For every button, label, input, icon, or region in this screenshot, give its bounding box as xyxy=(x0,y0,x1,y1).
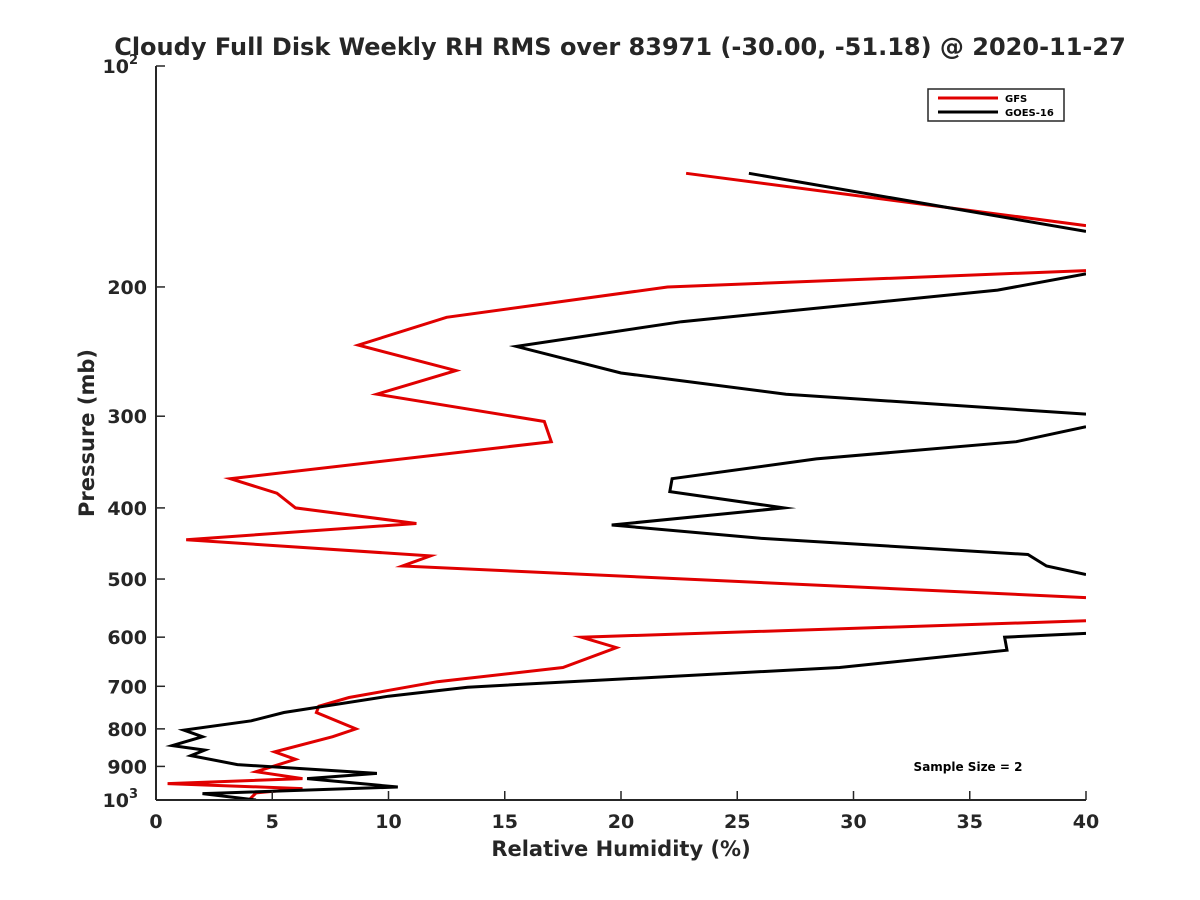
x-tick-label: 25 xyxy=(724,811,750,833)
x-tick-label: 5 xyxy=(266,811,279,833)
x-tick-label: 15 xyxy=(492,811,518,833)
x-tick-label: 40 xyxy=(1073,811,1099,833)
series-group xyxy=(165,171,1086,800)
y-tick-label: 200 xyxy=(107,277,147,299)
legend: GFS GOES-16 xyxy=(927,88,1065,122)
series-line-gfs xyxy=(167,171,1086,800)
sample-size-annotation: Sample Size = 2 xyxy=(914,760,1023,774)
x-tick-label: 35 xyxy=(957,811,983,833)
x-tick-label: 30 xyxy=(840,811,866,833)
y-tick-label: 600 xyxy=(107,627,147,649)
y-tick-label: 103 xyxy=(103,787,139,812)
x-tick-label: 0 xyxy=(149,811,162,833)
y-tick-label: 700 xyxy=(107,676,147,698)
y-tick-label: 800 xyxy=(107,719,147,741)
y-axis-label: Pressure (mb) xyxy=(75,349,99,517)
chart-title: Cloudy Full Disk Weekly RH RMS over 8397… xyxy=(114,33,1126,61)
legend-box xyxy=(927,88,1065,122)
legend-label: GFS xyxy=(1005,94,1027,105)
legend-label: GOES-16 xyxy=(1005,108,1054,119)
y-tick-label: 900 xyxy=(107,756,147,778)
x-tick-label: 10 xyxy=(375,811,401,833)
y-tick-label: 500 xyxy=(107,569,147,591)
x-axis-label: Relative Humidity (%) xyxy=(491,837,750,861)
axes-group: 0 5 10 15 20 25 30 35 40 102 200 300 400 500 600 700 800… xyxy=(103,53,1100,833)
y-tick-label: 102 xyxy=(103,53,139,78)
y-tick-label: 400 xyxy=(107,498,147,520)
series-line-goes-16 xyxy=(165,171,1086,800)
x-tick-label: 20 xyxy=(608,811,634,833)
y-tick-label: 300 xyxy=(107,406,147,428)
